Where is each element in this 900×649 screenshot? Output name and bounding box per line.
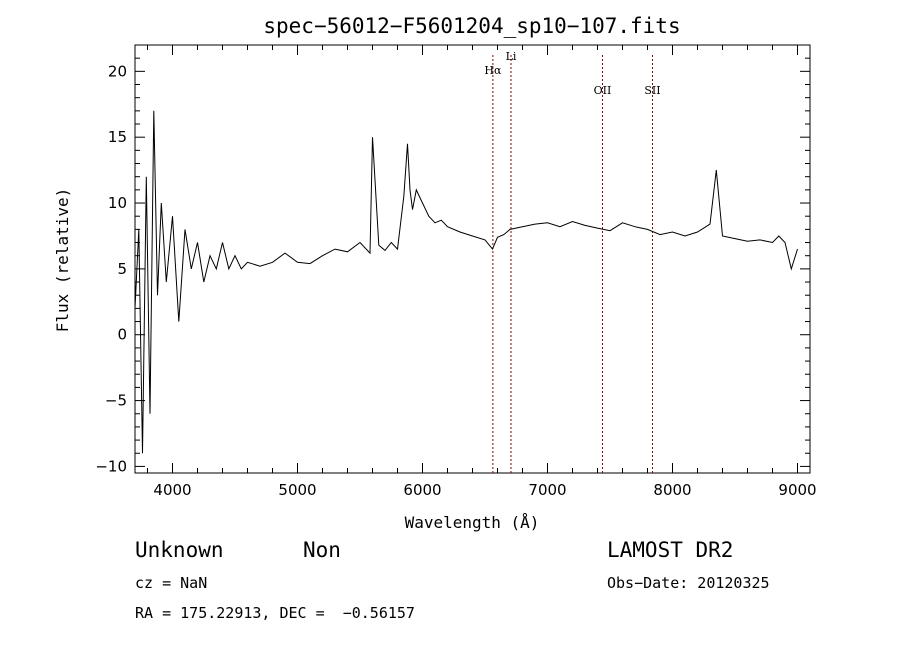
y-tick-label: 10 [108,194,127,212]
line-label-OII: OII [594,84,612,97]
y-tick-label: −5 [105,392,127,410]
x-tick-label: 8000 [653,481,691,499]
cz-label: cz = NaN [135,574,208,592]
y-axis-label: Flux (relative) [53,188,72,333]
y-tick-label: 5 [117,260,127,278]
x-tick-label: 6000 [403,481,441,499]
y-tick-label: 20 [108,62,127,80]
chart-title: spec−56012−F5601204_sp10−107.fits [263,14,680,38]
y-tick-label: 0 [117,326,127,344]
obs-date-label: Obs−Date: 20120325 [607,574,770,592]
x-tick-label: 4000 [153,481,191,499]
survey-label: LAMOST DR2 [607,538,734,562]
x-tick-label: 9000 [778,481,816,499]
line-label-Hα: Hα [484,64,502,77]
radec-label: RA = 175.22913, DEC = −0.56157 [135,604,415,622]
class-label: Unknown [135,538,224,562]
line-label-Li: Li [506,50,517,63]
x-axis-label: Wavelength (Å) [405,513,540,532]
spectrum-line [134,110,798,454]
x-tick-label: 7000 [528,481,566,499]
y-tick-label: 15 [108,128,127,146]
line-label-SII: SII [644,84,660,97]
plot-area: 4000 5000 6000 7000 8000 9000 −10 −5 0 5 10 15 20 Hα L… [95,44,817,499]
y-tick-label: −10 [95,457,127,475]
x-tick-label: 5000 [278,481,316,499]
subclass-label: Non [303,538,341,562]
